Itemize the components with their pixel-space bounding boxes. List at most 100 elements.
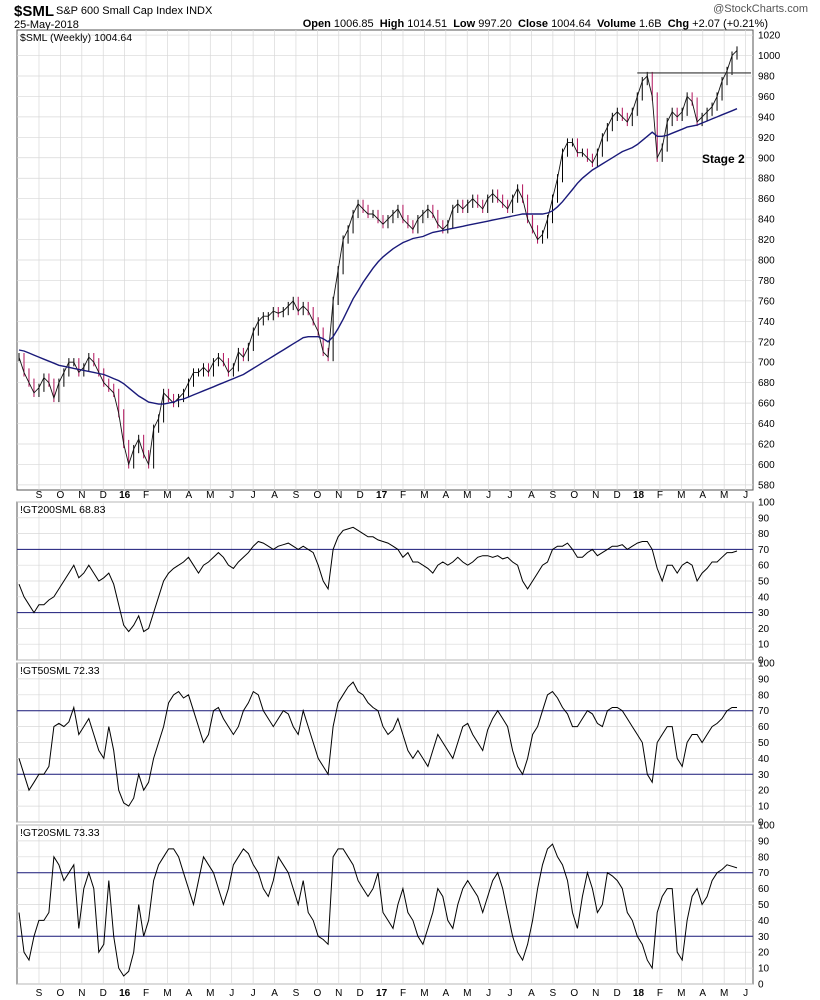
x-tick-label: J — [229, 988, 234, 999]
y-tick-label: 50 — [758, 577, 770, 588]
y-tick-label: 660 — [758, 399, 775, 410]
x-tick-label: A — [442, 988, 449, 999]
x-tick-label: M — [163, 490, 171, 501]
x-tick-label: S — [550, 988, 557, 999]
y-tick-label: 40 — [758, 592, 770, 603]
panel-title: $SML (Weekly) 1004.64 — [20, 32, 132, 44]
y-tick-label: 20 — [758, 786, 770, 797]
x-tick-label: O — [313, 490, 321, 501]
x-tick-label: A — [271, 988, 278, 999]
exchange-label: INDX — [186, 5, 213, 17]
ticker-symbol: $SML — [14, 3, 55, 20]
quote-line: Open 1006.85 High 1014.51 Low 997.20 Clo… — [303, 18, 768, 30]
y-tick-label: 60 — [758, 884, 770, 895]
x-tick-label: J — [251, 988, 256, 999]
x-tick-label: A — [528, 988, 535, 999]
x-tick-label: J — [229, 490, 234, 501]
y-tick-label: 60 — [758, 561, 770, 572]
x-tick-label: M — [206, 988, 214, 999]
x-tick-label: M — [420, 490, 428, 501]
x-tick-label: D — [100, 988, 107, 999]
x-tick-label: F — [143, 490, 149, 501]
y-tick-label: 90 — [758, 674, 770, 685]
y-tick-label: 680 — [758, 378, 775, 389]
x-tick-label: O — [570, 490, 578, 501]
y-tick-label: 40 — [758, 754, 770, 765]
x-tick-label: N — [592, 490, 599, 501]
y-tick-label: 70 — [758, 706, 770, 717]
y-tick-label: 90 — [758, 836, 770, 847]
x-tick-label: A — [186, 490, 193, 501]
panel-title: !GT200SML 68.83 — [20, 504, 106, 516]
volume-label: Volume — [596, 18, 636, 30]
x-tick-label: D — [357, 988, 364, 999]
x-tick-label: 18 — [633, 988, 645, 999]
y-tick-label: 620 — [758, 440, 775, 451]
x-tick-label: A — [699, 988, 706, 999]
y-tick-label: 920 — [758, 133, 775, 144]
x-tick-label: N — [335, 988, 342, 999]
x-tick-label: 17 — [376, 988, 388, 999]
x-tick-label: S — [293, 490, 300, 501]
index-name-text: S&P 600 Small Cap Index — [56, 5, 183, 17]
x-tick-label: S — [36, 988, 43, 999]
moving-average-line — [18, 108, 738, 405]
x-tick-label: F — [657, 490, 663, 501]
x-tick-label: 17 — [376, 490, 388, 501]
y-tick-label: 70 — [758, 545, 770, 556]
y-tick-label: 720 — [758, 337, 775, 348]
open-label: Open — [302, 18, 331, 30]
x-tick-label: A — [271, 490, 278, 501]
y-tick-label: 50 — [758, 900, 770, 911]
x-tick-label: J — [508, 988, 513, 999]
x-tick-label: F — [400, 988, 406, 999]
x-tick-label: M — [720, 988, 728, 999]
y-tick-label: 700 — [758, 358, 775, 369]
x-tick-label: J — [508, 490, 513, 501]
x-tick-label: N — [335, 490, 342, 501]
y-tick-label: 840 — [758, 215, 775, 226]
x-tick-label: D — [614, 988, 621, 999]
x-tick-label: A — [442, 490, 449, 501]
y-tick-label: 0 — [758, 656, 764, 667]
panel-title: !GT20SML 73.33 — [20, 827, 100, 839]
x-tick-label: F — [143, 988, 149, 999]
breadth-line — [18, 843, 738, 977]
y-tick-label: 10 — [758, 964, 770, 975]
low-label: Low — [453, 18, 476, 30]
x-tick-label: M — [463, 490, 471, 501]
chg-value: +2.07 (+0.21%) — [692, 18, 768, 30]
x-tick-label: D — [100, 490, 107, 501]
x-tick-label: J — [743, 490, 748, 501]
x-tick-label: 16 — [119, 988, 131, 999]
quote-date: 25-May-2018 — [14, 19, 79, 31]
y-tick-label: 800 — [758, 256, 775, 267]
x-tick-label: M — [463, 988, 471, 999]
y-tick-label: 20 — [758, 948, 770, 959]
y-tick-label: 940 — [758, 112, 775, 123]
x-tick-label: M — [677, 988, 685, 999]
x-tick-label: J — [743, 988, 748, 999]
high-label: High — [379, 18, 405, 30]
close-label: Close — [518, 18, 548, 30]
y-tick-label: 20 — [758, 624, 770, 635]
y-tick-label: 980 — [758, 72, 775, 83]
y-tick-label: 70 — [758, 868, 770, 879]
y-tick-label: 90 — [758, 513, 770, 524]
x-tick-label: 18 — [633, 490, 645, 501]
x-tick-label: M — [677, 490, 685, 501]
chg-label: Chg — [667, 18, 690, 30]
x-tick-label: A — [699, 490, 706, 501]
y-tick-label: 100 — [758, 659, 775, 670]
x-tick-label: N — [592, 988, 599, 999]
y-tick-label: 60 — [758, 722, 770, 733]
y-tick-label: 860 — [758, 194, 775, 205]
x-tick-label: A — [186, 988, 193, 999]
breadth-line — [18, 681, 737, 807]
x-tick-label: M — [206, 490, 214, 501]
y-tick-label: 640 — [758, 419, 775, 430]
y-tick-label: 880 — [758, 174, 775, 185]
y-tick-label: 50 — [758, 738, 770, 749]
